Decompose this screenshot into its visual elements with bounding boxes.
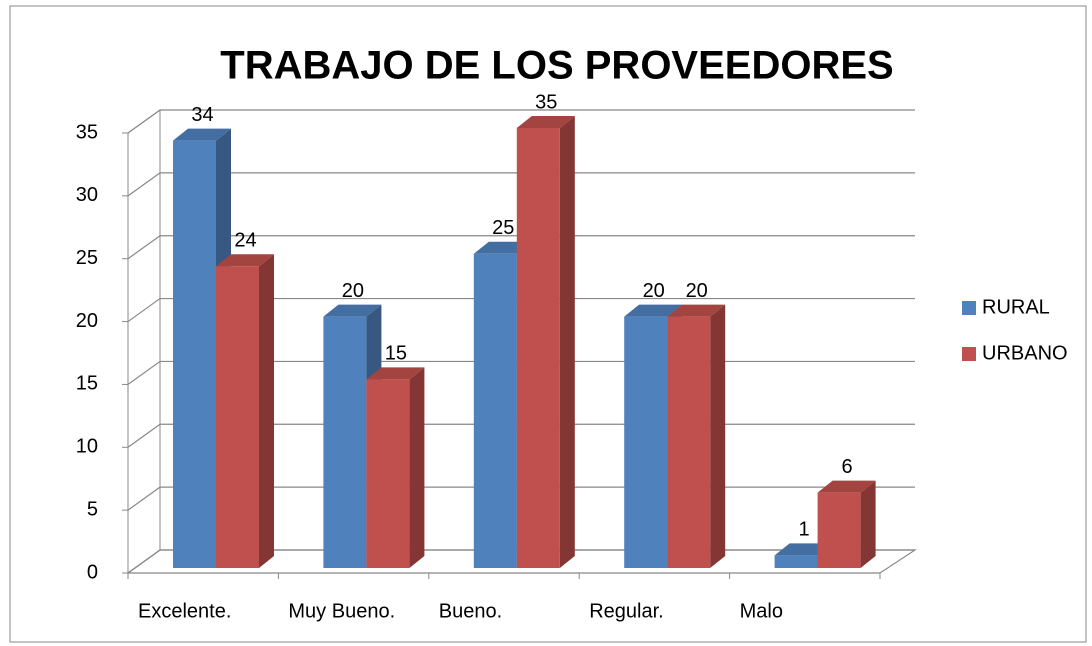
data-label: 20 (342, 280, 364, 302)
bar-face (710, 304, 726, 568)
bar-face (473, 253, 517, 568)
bar (366, 367, 425, 568)
data-label: 20 (643, 280, 665, 302)
chart-title: TRABAJO DE LOS PROVEEDORES (220, 44, 893, 88)
bar (817, 480, 876, 568)
bar-face (173, 140, 216, 569)
grid-line (127, 172, 915, 197)
bar-face (216, 266, 259, 568)
x-tick-label: Excelente. (138, 600, 231, 622)
x-tick-label: Muy Bueno. (288, 600, 395, 622)
legend-label: URBANO (982, 342, 1068, 364)
y-tick-label: 25 (76, 247, 98, 269)
x-tick-label: Regular. (589, 600, 664, 622)
bar-face (323, 304, 382, 317)
grid-line (127, 235, 915, 260)
bar (516, 116, 575, 568)
bar-face (559, 116, 575, 568)
data-label: 15 (385, 343, 407, 365)
data-label: 25 (492, 217, 514, 239)
y-tick-label: 15 (76, 373, 98, 395)
bar-face (774, 555, 818, 568)
data-label: 34 (191, 104, 213, 126)
data-label: 35 (535, 91, 557, 113)
y-tick-label: 10 (76, 436, 98, 458)
bar-face (667, 316, 711, 568)
y-tick-label: 5 (87, 498, 98, 520)
grid-line (127, 297, 915, 323)
bar-face (323, 316, 367, 568)
x-tick-label: Bueno. (439, 600, 502, 622)
bar-face (216, 254, 274, 267)
bar-face (817, 480, 876, 493)
bar-face (667, 304, 726, 317)
data-label: 1 (799, 519, 810, 541)
bar-face (516, 128, 560, 568)
bar-face (173, 128, 231, 141)
bar-face (409, 367, 425, 568)
bar-face (516, 116, 575, 128)
y-tick-label: 0 (87, 561, 98, 583)
legend-label: RURAL (982, 296, 1050, 318)
legend-swatch (962, 301, 976, 315)
bar (216, 254, 274, 569)
grid-line (127, 109, 915, 134)
data-label: 24 (234, 230, 256, 252)
y-tick-label: 30 (76, 184, 98, 206)
y-tick-label: 20 (76, 310, 98, 332)
bar-face (366, 367, 425, 380)
bar-face (860, 480, 876, 568)
bar-face (817, 492, 861, 568)
legend-swatch (962, 347, 976, 361)
y-tick-label: 35 (76, 121, 98, 143)
data-label: 20 (686, 280, 708, 302)
floor (126, 549, 918, 574)
bar-face (259, 254, 274, 569)
x-tick-label: Malo (740, 600, 783, 622)
data-label: 6 (842, 456, 853, 478)
bar-face (624, 316, 668, 568)
bar-face (624, 304, 683, 317)
bar-face (366, 379, 410, 568)
bar (667, 304, 726, 568)
